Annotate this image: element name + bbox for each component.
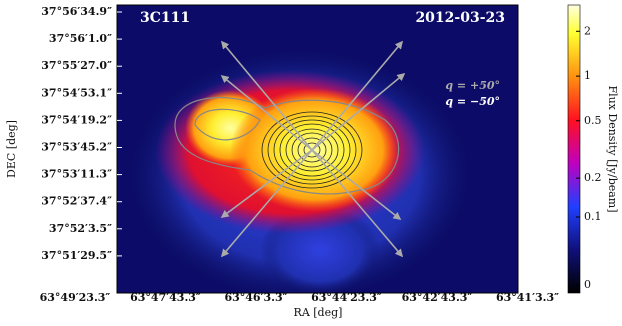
y-tick-label: 37°56′34.9″ xyxy=(41,5,112,18)
colorbar-tick-label: 0.2 xyxy=(584,171,602,184)
y-tick-label: 37°53′45.2″ xyxy=(41,141,112,154)
legend-entry: q = −50° xyxy=(445,95,500,108)
y-tick-label: 37°51′29.5″ xyxy=(41,249,112,262)
y-tick-label: 37°52′3.5″ xyxy=(49,222,112,235)
x-tick-label: 63°41′3.3″ xyxy=(496,291,559,304)
y-axis-label: DEC [deg] xyxy=(5,120,18,178)
y-tick-label: 37°55′27.0″ xyxy=(41,59,112,72)
chart: 3C111 2012-03-23 q = +50° q = −50° RA [d… xyxy=(0,0,622,322)
x-tick-label: 63°42′43.3″ xyxy=(402,291,473,304)
x-tick-label: 63°44′23.3″ xyxy=(311,291,382,304)
y-tick-label: 37°53′11.3″ xyxy=(41,168,112,181)
y-tick-label: 37°54′19.2″ xyxy=(41,113,112,126)
y-tick-label: 37°56′1.0″ xyxy=(49,32,112,45)
title: 3C111 xyxy=(140,10,190,26)
x-axis-label: RA [deg] xyxy=(294,306,343,319)
y-tick-label: 37°52′37.4″ xyxy=(41,195,112,208)
colorbar-label: Flux Density [Jy/beam] xyxy=(606,85,619,212)
colorbar-tick-label: 2 xyxy=(584,24,591,37)
colorbar-tick-label: 1 xyxy=(584,69,591,82)
colorbar xyxy=(568,5,580,293)
colorbar-tick-label: 0 xyxy=(584,278,591,291)
x-tick-label: 63°46′3.3″ xyxy=(224,291,287,304)
date: 2012-03-23 xyxy=(415,10,505,26)
colorbar-tick-label: 0.5 xyxy=(584,114,602,127)
image xyxy=(117,5,518,300)
x-tick-label: 63°47′43.3″ xyxy=(130,291,201,304)
colorbar-tick-label: 0.1 xyxy=(584,210,602,223)
y-tick-label: 37°54′53.1″ xyxy=(41,86,112,99)
x-tick-label: 63°49′23.3″ xyxy=(40,291,111,304)
legend-entry: q = +50° xyxy=(445,79,500,92)
